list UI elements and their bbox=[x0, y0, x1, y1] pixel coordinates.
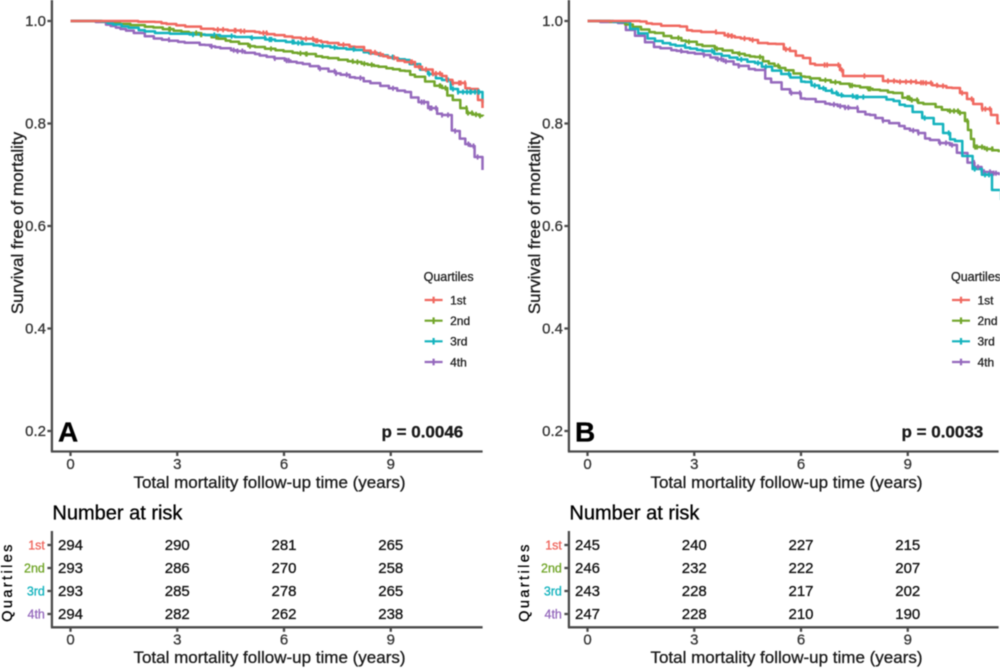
svg-text:Total mortality follow-up time: Total mortality follow-up time (years) bbox=[133, 473, 405, 492]
svg-text:0: 0 bbox=[583, 456, 591, 473]
svg-text:3rd: 3rd bbox=[450, 335, 467, 349]
svg-text:Survival free of mortality: Survival free of mortality bbox=[8, 131, 27, 314]
svg-text:9: 9 bbox=[387, 456, 395, 473]
svg-text:265: 265 bbox=[378, 583, 403, 600]
svg-text:3rd: 3rd bbox=[544, 585, 562, 599]
svg-text:0.2: 0.2 bbox=[542, 423, 563, 440]
svg-text:3: 3 bbox=[173, 456, 181, 473]
svg-text:0.2: 0.2 bbox=[25, 423, 46, 440]
svg-text:0.4: 0.4 bbox=[542, 321, 563, 338]
svg-text:286: 286 bbox=[165, 560, 190, 577]
svg-text:Number at risk: Number at risk bbox=[52, 503, 183, 525]
svg-text:A: A bbox=[58, 417, 78, 448]
svg-text:1st: 1st bbox=[545, 539, 562, 553]
svg-text:Total mortality follow-up time: Total mortality follow-up time (years) bbox=[133, 648, 405, 667]
svg-text:246: 246 bbox=[575, 560, 600, 577]
svg-text:243: 243 bbox=[575, 583, 600, 600]
svg-text:0.8: 0.8 bbox=[25, 116, 46, 133]
svg-text:4th: 4th bbox=[545, 608, 562, 622]
svg-text:202: 202 bbox=[895, 583, 920, 600]
svg-text:Quartiles: Quartiles bbox=[0, 542, 16, 622]
svg-text:0: 0 bbox=[66, 456, 74, 473]
svg-text:210: 210 bbox=[788, 606, 813, 623]
svg-text:293: 293 bbox=[58, 560, 83, 577]
svg-text:6: 6 bbox=[797, 456, 805, 473]
svg-text:228: 228 bbox=[682, 606, 707, 623]
svg-text:1st: 1st bbox=[28, 539, 45, 553]
svg-text:227: 227 bbox=[788, 537, 813, 554]
svg-text:4th: 4th bbox=[450, 355, 467, 369]
svg-text:0.6: 0.6 bbox=[25, 218, 46, 235]
svg-text:6: 6 bbox=[797, 632, 805, 649]
svg-text:6: 6 bbox=[280, 456, 288, 473]
svg-text:4th: 4th bbox=[28, 608, 45, 622]
svg-text:262: 262 bbox=[271, 606, 296, 623]
svg-text:1st: 1st bbox=[450, 293, 467, 307]
svg-text:281: 281 bbox=[271, 537, 296, 554]
svg-text:1.0: 1.0 bbox=[542, 13, 563, 30]
svg-text:3rd: 3rd bbox=[27, 585, 45, 599]
svg-text:p = 0.0046: p = 0.0046 bbox=[382, 423, 464, 442]
svg-text:B: B bbox=[575, 417, 595, 448]
svg-text:294: 294 bbox=[58, 537, 83, 554]
svg-text:228: 228 bbox=[682, 583, 707, 600]
svg-text:0: 0 bbox=[66, 632, 74, 649]
svg-text:238: 238 bbox=[378, 606, 403, 623]
svg-text:3: 3 bbox=[690, 456, 698, 473]
svg-text:294: 294 bbox=[58, 606, 83, 623]
svg-text:p = 0.0033: p = 0.0033 bbox=[902, 423, 984, 442]
svg-text:265: 265 bbox=[378, 537, 403, 554]
svg-text:2nd: 2nd bbox=[978, 314, 998, 328]
svg-text:2nd: 2nd bbox=[24, 562, 45, 576]
svg-text:285: 285 bbox=[165, 583, 190, 600]
svg-text:Number at risk: Number at risk bbox=[569, 503, 700, 525]
svg-text:Total mortality follow-up time: Total mortality follow-up time (years) bbox=[650, 473, 922, 492]
svg-text:293: 293 bbox=[58, 583, 83, 600]
svg-text:3: 3 bbox=[690, 632, 698, 649]
svg-text:9: 9 bbox=[904, 632, 912, 649]
svg-text:0: 0 bbox=[583, 632, 591, 649]
svg-text:3rd: 3rd bbox=[978, 335, 995, 349]
svg-text:1.0: 1.0 bbox=[25, 13, 46, 30]
svg-text:217: 217 bbox=[788, 583, 813, 600]
svg-text:Total mortality follow-up time: Total mortality follow-up time (years) bbox=[650, 648, 922, 667]
svg-text:Quartiles: Quartiles bbox=[951, 270, 1000, 284]
svg-text:245: 245 bbox=[575, 537, 600, 554]
svg-text:Quartiles: Quartiles bbox=[517, 542, 533, 622]
svg-text:258: 258 bbox=[378, 560, 403, 577]
svg-text:Survival free of mortality: Survival free of mortality bbox=[525, 131, 544, 314]
svg-text:207: 207 bbox=[895, 560, 920, 577]
svg-text:190: 190 bbox=[895, 606, 920, 623]
svg-text:9: 9 bbox=[387, 632, 395, 649]
svg-text:9: 9 bbox=[904, 456, 912, 473]
svg-text:3: 3 bbox=[173, 632, 181, 649]
svg-text:1st: 1st bbox=[978, 293, 995, 307]
svg-text:6: 6 bbox=[280, 632, 288, 649]
svg-text:0.8: 0.8 bbox=[542, 116, 563, 133]
svg-text:282: 282 bbox=[165, 606, 190, 623]
svg-text:Quartiles: Quartiles bbox=[424, 270, 474, 284]
svg-text:290: 290 bbox=[165, 537, 190, 554]
svg-text:0.6: 0.6 bbox=[542, 218, 563, 235]
svg-text:4th: 4th bbox=[978, 355, 995, 369]
svg-text:232: 232 bbox=[682, 560, 707, 577]
svg-text:240: 240 bbox=[682, 537, 707, 554]
svg-text:247: 247 bbox=[575, 606, 600, 623]
svg-text:270: 270 bbox=[271, 560, 296, 577]
svg-text:2nd: 2nd bbox=[541, 562, 562, 576]
svg-text:0.4: 0.4 bbox=[25, 321, 46, 338]
svg-text:278: 278 bbox=[271, 583, 296, 600]
svg-text:222: 222 bbox=[788, 560, 813, 577]
svg-text:215: 215 bbox=[895, 537, 920, 554]
svg-text:2nd: 2nd bbox=[450, 314, 470, 328]
